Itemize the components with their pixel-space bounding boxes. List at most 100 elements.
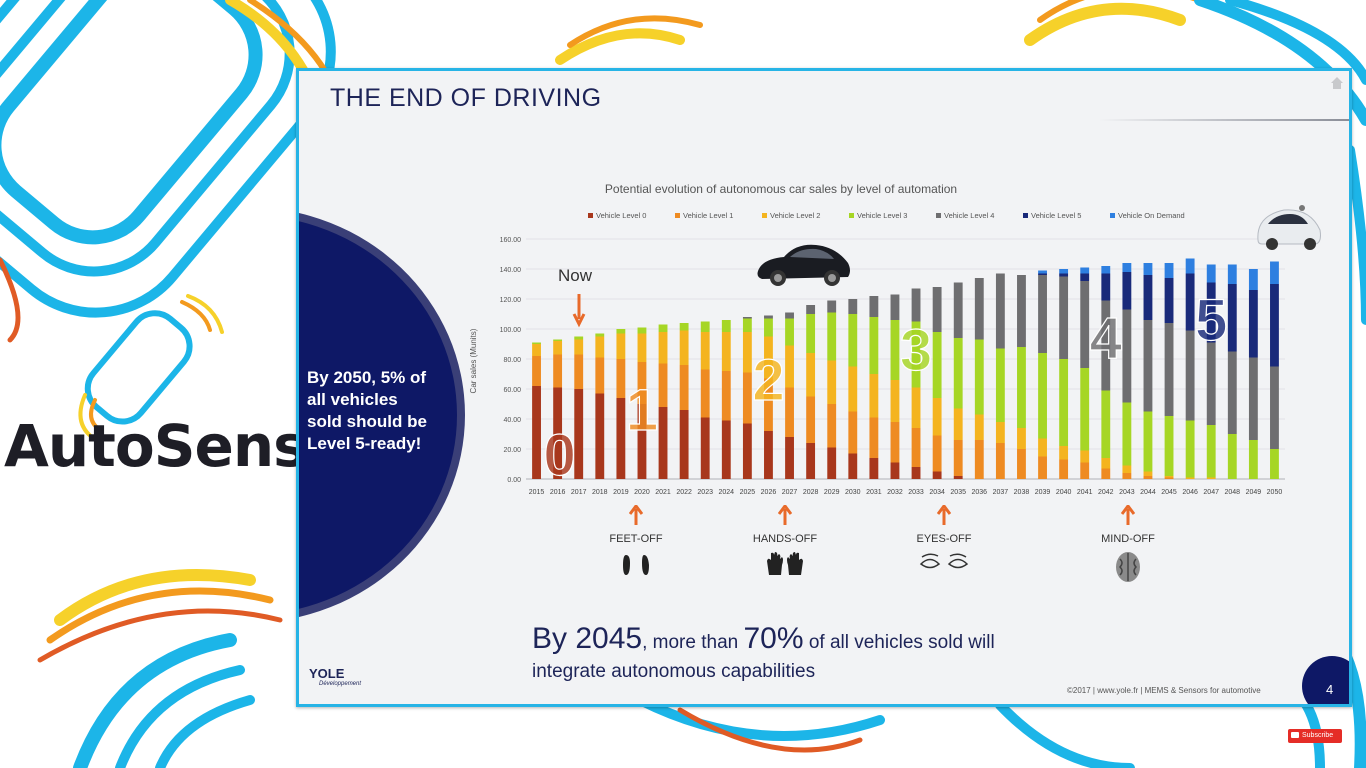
chart-title: Potential evolution of autonomous car sa… bbox=[605, 182, 957, 196]
bar-segment bbox=[890, 294, 900, 320]
bar-segment bbox=[764, 318, 773, 337]
bar-segment bbox=[532, 356, 541, 386]
bar-segment bbox=[995, 273, 1005, 349]
x-tick-label: 2018 bbox=[592, 489, 608, 496]
bar-segment bbox=[637, 333, 647, 362]
bar-segment bbox=[1122, 309, 1132, 403]
x-tick-label: 2024 bbox=[719, 489, 735, 496]
bar-segment bbox=[1270, 284, 1279, 367]
bar-segment bbox=[637, 362, 647, 404]
level-annotation: 3 bbox=[900, 318, 932, 383]
x-tick-label: 2047 bbox=[1203, 489, 1219, 496]
youtube-subscribe-button[interactable]: Subscribe bbox=[1288, 729, 1342, 743]
bar-segment bbox=[1164, 323, 1174, 416]
bar-segment bbox=[532, 342, 541, 344]
bar-segment bbox=[806, 305, 816, 314]
bar-segment bbox=[553, 339, 563, 341]
bar-segment bbox=[953, 440, 963, 476]
bar-segment bbox=[764, 315, 773, 319]
bar-segment bbox=[1185, 420, 1195, 478]
x-tick-label: 2028 bbox=[803, 489, 819, 496]
milestone-arrow-icon bbox=[778, 505, 792, 525]
milestone-hands-off: HANDS-OFF bbox=[725, 505, 845, 577]
bar-segment bbox=[806, 443, 816, 479]
bar-segment bbox=[700, 332, 710, 370]
bar-segment bbox=[595, 393, 605, 479]
bar-segment bbox=[553, 387, 563, 479]
x-tick-label: 2039 bbox=[1035, 489, 1051, 496]
bar-segment bbox=[1017, 428, 1026, 449]
bar-segment bbox=[1248, 440, 1258, 479]
x-tick-label: 2037 bbox=[993, 489, 1009, 496]
home-icon[interactable] bbox=[1329, 75, 1345, 91]
page-number: 4 bbox=[1326, 682, 1334, 697]
bar-segment bbox=[1164, 278, 1174, 323]
bar-segment bbox=[848, 453, 858, 479]
bar-segment bbox=[953, 408, 963, 440]
bar-segment bbox=[974, 339, 984, 415]
bar-segment bbox=[1059, 269, 1069, 274]
youtube-play-icon bbox=[1291, 732, 1299, 739]
bar-segment bbox=[742, 332, 752, 373]
bar-segment bbox=[637, 404, 647, 479]
bar-segment bbox=[1248, 290, 1258, 358]
now-label: Now bbox=[558, 266, 593, 285]
bar-segment bbox=[1122, 473, 1132, 479]
legend-label: Vehicle Level 2 bbox=[770, 211, 820, 220]
x-tick-label: 2040 bbox=[1056, 489, 1072, 496]
bar-segment bbox=[1248, 357, 1258, 440]
bar-segment bbox=[1248, 269, 1258, 290]
presentation-slide: THE END OF DRIVING By 2050, 5% of all ve… bbox=[296, 68, 1352, 707]
x-tick-label: 2027 bbox=[782, 489, 798, 496]
bar-segment bbox=[890, 380, 900, 422]
bar-segment bbox=[911, 321, 921, 388]
bar-segment bbox=[890, 422, 900, 463]
legend-swatch bbox=[675, 213, 680, 218]
milestone-label: FEET-OFF bbox=[609, 533, 663, 545]
autosens-logo: AutoSens bbox=[4, 412, 308, 480]
level-annotation: 0 bbox=[543, 423, 575, 488]
bar-segment bbox=[532, 386, 541, 479]
bar-segment bbox=[532, 344, 541, 356]
bar-segment bbox=[911, 467, 921, 479]
bar-segment bbox=[890, 462, 900, 479]
legend-label: Vehicle Level 5 bbox=[1031, 211, 1081, 220]
bar-segment bbox=[1206, 342, 1216, 425]
bar-segment bbox=[1101, 266, 1111, 274]
x-tick-label: 2050 bbox=[1267, 489, 1283, 496]
y-tick-label: 140.00 bbox=[500, 267, 522, 274]
milestone-label: EYES-OFF bbox=[916, 533, 972, 545]
bar-segment bbox=[1227, 351, 1237, 434]
bar-segment bbox=[932, 435, 942, 472]
x-tick-label: 2016 bbox=[550, 489, 566, 496]
bar-segment bbox=[764, 431, 773, 479]
bar-segment bbox=[700, 417, 710, 479]
hands-icon bbox=[767, 552, 803, 575]
bar-segment bbox=[742, 318, 752, 332]
bar-segment bbox=[1017, 275, 1026, 347]
bar-segment bbox=[1080, 273, 1090, 281]
bar-segment bbox=[1059, 446, 1069, 460]
bar-segment bbox=[974, 440, 984, 479]
bar-segment bbox=[995, 422, 1005, 443]
bar-segment bbox=[1185, 273, 1195, 331]
side-note: By 2050, 5% of all vehicles sold should … bbox=[307, 368, 427, 453]
bar-segment bbox=[1059, 359, 1069, 446]
bar-segment bbox=[932, 398, 942, 436]
now-arrow bbox=[572, 294, 586, 328]
bar-segment bbox=[595, 336, 605, 358]
bar-segment bbox=[911, 428, 921, 467]
bar-segment bbox=[616, 333, 626, 359]
bar-segment bbox=[1164, 416, 1174, 476]
bar-segment bbox=[742, 317, 752, 319]
bar-segment bbox=[995, 443, 1005, 479]
y-tick-label: 40.00 bbox=[503, 417, 521, 424]
x-tick-label: 2049 bbox=[1246, 489, 1262, 496]
slide-title: THE END OF DRIVING bbox=[330, 84, 602, 112]
legend-label: Vehicle Level 1 bbox=[683, 211, 733, 220]
legend-label: Vehicle Level 0 bbox=[596, 211, 646, 220]
bar-segment bbox=[1270, 261, 1279, 284]
y-tick-label: 60.00 bbox=[503, 387, 521, 394]
bar-segment bbox=[1080, 281, 1090, 368]
